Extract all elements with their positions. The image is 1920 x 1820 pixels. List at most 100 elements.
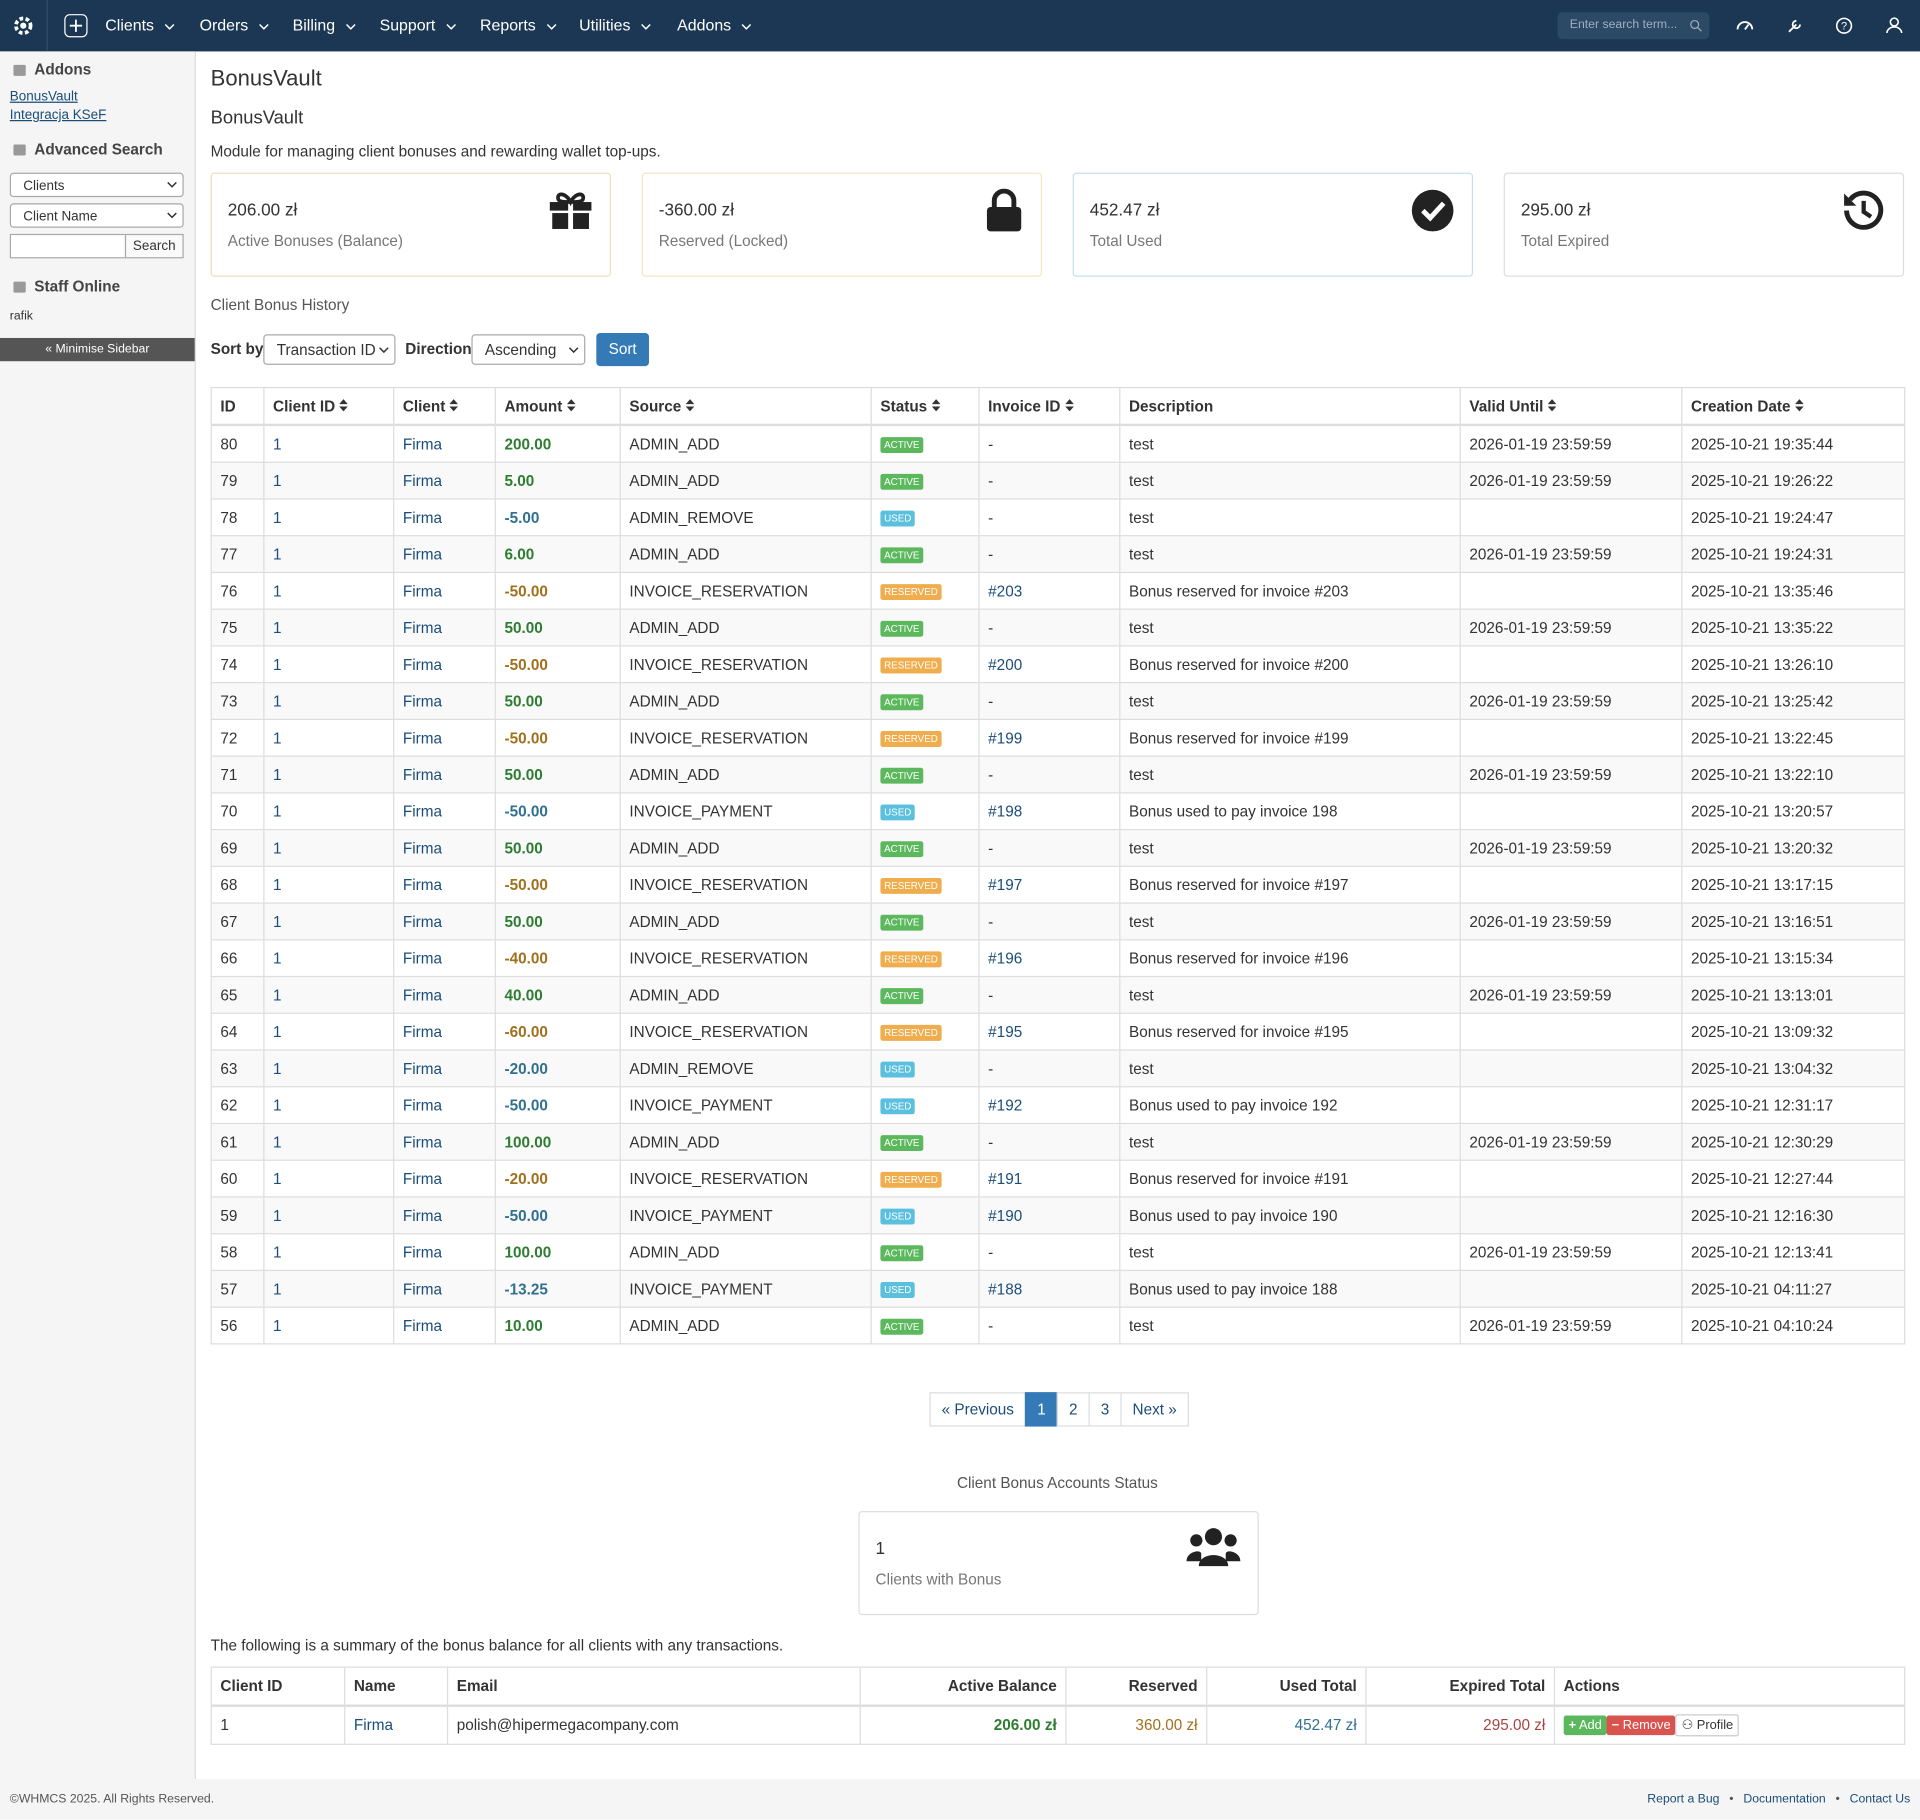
nav-item[interactable]: Reports (480, 16, 557, 34)
add-button[interactable] (64, 13, 88, 38)
client-link[interactable]: Firma (402, 839, 442, 857)
client-link[interactable]: Firma (402, 876, 442, 894)
previous-page[interactable]: « Previous (929, 1392, 1027, 1427)
search-field-select[interactable]: Client Name (9, 203, 184, 228)
footer-link[interactable]: Contact Us (1849, 1792, 1911, 1807)
client-id-link[interactable]: 1 (273, 545, 282, 563)
footer-link[interactable]: Documentation (1743, 1792, 1826, 1807)
client-id-link[interactable]: 1 (273, 692, 282, 710)
addon-link[interactable]: Integracja KSeF (9, 107, 107, 123)
column-header[interactable]: Status (870, 386, 980, 427)
nav-item[interactable]: Clients (105, 16, 175, 34)
nav-item[interactable]: Addons (677, 16, 752, 34)
client-id-link[interactable]: 1 (273, 582, 282, 600)
client-id-link[interactable]: 1 (273, 986, 282, 1004)
client-link[interactable]: Firma (402, 802, 442, 820)
page-link[interactable]: 3 (1088, 1392, 1122, 1427)
client-link[interactable]: Firma (402, 545, 442, 563)
search-type-select[interactable]: Clients (9, 172, 184, 198)
search-input[interactable]: Enter search term... (1557, 12, 1710, 40)
invoice-link[interactable]: #198 (988, 802, 1023, 820)
nav-item[interactable]: Support (380, 16, 457, 34)
client-id-link[interactable]: 1 (273, 618, 282, 637)
client-id-link[interactable]: 1 (273, 1206, 282, 1224)
client-link[interactable]: Firma (402, 1316, 442, 1335)
invoice-link[interactable]: #195 (988, 1023, 1023, 1041)
client-link[interactable]: Firma (402, 582, 442, 600)
client-id-link[interactable]: 1 (273, 876, 282, 894)
action-button[interactable]: − Remove (1606, 1715, 1676, 1736)
client-id-link[interactable]: 1 (273, 949, 282, 967)
client-link[interactable]: Firma (402, 1243, 442, 1261)
footer-link[interactable]: Report a Bug (1647, 1792, 1720, 1807)
client-link[interactable]: Firma (402, 1206, 442, 1224)
invoice-link[interactable]: #203 (988, 582, 1023, 600)
direction-select[interactable]: Ascending (471, 334, 586, 365)
addon-link[interactable]: BonusVault (9, 89, 78, 105)
client-link[interactable]: Firma (402, 1280, 442, 1298)
client-id-link[interactable]: 1 (273, 435, 282, 453)
client-id-link[interactable]: 1 (273, 1280, 282, 1298)
client-id-link[interactable]: 1 (273, 655, 282, 673)
invoice-link[interactable]: #196 (988, 949, 1023, 967)
invoice-link[interactable]: #192 (988, 1096, 1023, 1114)
client-link[interactable]: Firma (402, 986, 442, 1004)
client-id-link[interactable]: 1 (273, 802, 282, 820)
nav-item[interactable]: Utilities (579, 16, 651, 34)
invoice-link[interactable]: #188 (988, 1280, 1023, 1298)
invoice-link[interactable]: #199 (988, 729, 1023, 747)
column-header[interactable]: Source (619, 386, 872, 427)
nav-item[interactable]: Billing (293, 16, 356, 34)
client-link[interactable]: Firma (402, 912, 442, 931)
page-link[interactable]: 1 (1024, 1392, 1058, 1427)
column-header[interactable]: Invoice ID (978, 386, 1121, 427)
client-id-link[interactable]: 1 (273, 508, 282, 526)
client-link[interactable]: Firma (402, 655, 442, 673)
client-link[interactable]: Firma (402, 949, 442, 967)
client-id-link[interactable]: 1 (273, 1170, 282, 1188)
client-link[interactable]: Firma (353, 1716, 394, 1734)
client-link[interactable]: Firma (402, 692, 442, 710)
client-id-link[interactable]: 1 (273, 729, 282, 747)
column-header[interactable]: Creation Date (1681, 386, 1906, 427)
invoice-link[interactable]: #197 (988, 876, 1023, 894)
column-header[interactable]: Client ID (263, 386, 395, 427)
client-link[interactable]: Firma (402, 618, 442, 637)
client-link[interactable]: Firma (402, 472, 442, 490)
client-link[interactable]: Firma (402, 508, 442, 526)
client-id-link[interactable]: 1 (273, 912, 282, 931)
client-link[interactable]: Firma (402, 1170, 442, 1188)
client-id-link[interactable]: 1 (273, 765, 282, 784)
client-link[interactable]: Firma (402, 1133, 442, 1151)
column-header[interactable]: Client (393, 386, 496, 427)
column-header[interactable]: Valid Until (1459, 386, 1683, 427)
client-link[interactable]: Firma (402, 1023, 442, 1041)
client-id-link[interactable]: 1 (273, 1096, 282, 1114)
invoice-link[interactable]: #190 (988, 1206, 1023, 1224)
client-id-link[interactable]: 1 (273, 1023, 282, 1041)
client-id-link[interactable]: 1 (273, 1316, 282, 1335)
client-link[interactable]: Firma (402, 1096, 442, 1114)
client-id-link[interactable]: 1 (273, 1243, 282, 1261)
page-link[interactable]: 2 (1056, 1392, 1090, 1427)
client-id-link[interactable]: 1 (273, 1133, 282, 1151)
action-button[interactable]: ⚇ Profile (1675, 1714, 1740, 1737)
invoice-link[interactable]: #200 (988, 655, 1023, 673)
client-id-link[interactable]: 1 (273, 839, 282, 857)
client-link[interactable]: Firma (402, 1059, 442, 1077)
client-link[interactable]: Firma (402, 435, 442, 453)
client-link[interactable]: Firma (402, 765, 442, 784)
invoice-link[interactable]: #191 (988, 1170, 1023, 1188)
action-button[interactable]: + Add (1563, 1715, 1607, 1736)
client-link[interactable]: Firma (402, 729, 442, 747)
minimise-sidebar[interactable]: « Minimise Sidebar (0, 337, 195, 362)
client-id-link[interactable]: 1 (273, 1059, 282, 1077)
nav-item[interactable]: Orders (200, 16, 269, 34)
column-header[interactable]: Amount (494, 386, 621, 427)
client-id-link[interactable]: 1 (273, 472, 282, 490)
search-button[interactable]: Search (124, 233, 184, 259)
next-page[interactable]: Next » (1120, 1392, 1190, 1427)
sort-select[interactable]: Transaction ID (263, 334, 396, 365)
sort-button[interactable]: Sort (596, 333, 649, 367)
search-text-input[interactable] (9, 233, 127, 259)
